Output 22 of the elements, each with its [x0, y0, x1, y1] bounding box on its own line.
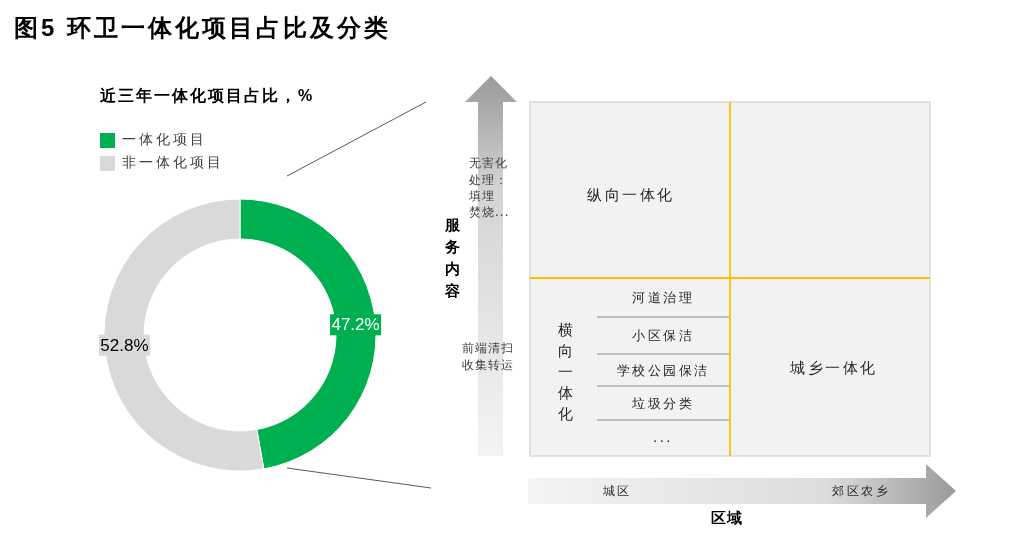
text: 前端清扫收集转运 [462, 340, 515, 373]
text: 垃圾分类 [632, 395, 694, 413]
text: 区域 [711, 508, 743, 528]
chart-subtitle: 近三年一体化项目占比，% [100, 86, 315, 106]
text: 横向一体化 [556, 319, 574, 425]
text: 无害化处理： [469, 155, 509, 188]
text: 学校公园保洁 [616, 362, 710, 380]
text: 郊区农乡 [832, 482, 890, 500]
text: 小区保洁 [632, 327, 694, 345]
text: 服务内容 [443, 215, 461, 302]
legend-label: 非一体化项目 [122, 154, 224, 170]
chart-title: 图5 环卫一体化项目占比及分类 [14, 13, 392, 43]
text: 填埋 [469, 188, 495, 205]
text: 城乡一体化 [790, 358, 878, 378]
text: ... [653, 429, 673, 445]
text: 纵向一体化 [587, 185, 675, 205]
legend-label: 一体化项目 [122, 131, 207, 147]
text: 城区 [602, 482, 632, 500]
data-label: 52.8% [100, 335, 149, 355]
text: 焚烧... [469, 204, 510, 221]
text: 河道治理 [632, 289, 694, 307]
data-label: 47.2% [331, 315, 380, 335]
